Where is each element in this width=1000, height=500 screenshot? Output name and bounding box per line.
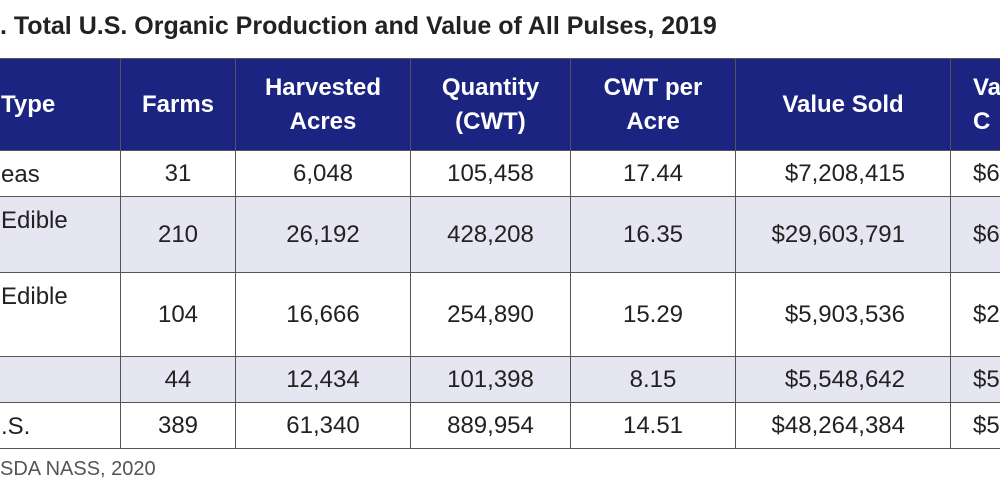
table-cell	[0, 356, 121, 403]
table-cell: 428,208	[410, 196, 571, 273]
header-line: Quantity	[441, 73, 540, 101]
table-cell: 26,192	[235, 196, 411, 273]
table-cell: 389	[120, 402, 236, 449]
header-line: (CWT)	[455, 107, 526, 135]
table-cell: 44	[120, 356, 236, 403]
table-row: .S. 389 61,340 889,954 14.51 $48,264,384 $5	[0, 402, 1000, 449]
table-cell: $48,264,384	[735, 402, 951, 449]
header-line: Acres	[289, 107, 357, 135]
table-cell: 101,398	[410, 356, 571, 403]
table-cell: $5,548,642	[735, 356, 951, 403]
title: . Total U.S. Organic Production and Valu…	[0, 12, 717, 40]
table-row: eas 31 6,048 105,458 17.44 $7,208,415 $6	[0, 150, 1000, 197]
table-cell: Edible	[0, 272, 121, 357]
table-cell: $5,903,536	[735, 272, 951, 357]
table-row: Edible 104 16,666 254,890 15.29 $5,903,536 $2	[0, 272, 1000, 357]
table-cell: 105,458	[410, 150, 571, 197]
table-cell: 17.44	[570, 150, 736, 197]
header-cell: Quantity (CWT)	[410, 58, 571, 151]
table-cell: 61,340	[235, 402, 411, 449]
table-cell: $5	[950, 356, 1000, 403]
source-note: SDA NASS, 2020	[0, 458, 156, 480]
header-cell: Harvested Acres	[235, 58, 411, 151]
header-row: e Type Farms Harvested Acres Quantity (CWT) CW…	[0, 58, 1000, 151]
header-cell: e Type	[0, 58, 121, 151]
table-cell: 8.15	[570, 356, 736, 403]
header-line: CWT per	[603, 73, 703, 101]
table-cell: $6	[950, 150, 1000, 197]
header-line: Value Sold	[782, 90, 904, 118]
table-cell: Edible	[0, 196, 121, 273]
table-cell: 889,954	[410, 402, 571, 449]
table-cell: eas	[0, 150, 121, 197]
header-line: e Type	[0, 90, 56, 118]
header-line: Acre	[626, 107, 680, 135]
data-table: e Type Farms Harvested Acres Quantity (CWT) CW…	[0, 58, 1000, 449]
table-row: Edible 210 26,192 428,208 16.35 $29,603,791 $6	[0, 196, 1000, 273]
table-cell: 16,666	[235, 272, 411, 357]
table-cell: .S.	[0, 402, 121, 449]
header-line: C	[973, 107, 991, 135]
table-cell: 16.35	[570, 196, 736, 273]
table-cell: $29,603,791	[735, 196, 951, 273]
table-cell: 15.29	[570, 272, 736, 357]
header-line: Farms	[141, 90, 215, 118]
table-cell: 104	[120, 272, 236, 357]
table-cell: $7,208,415	[735, 150, 951, 197]
header-line: Harvested	[264, 73, 382, 101]
table-cell: 210	[120, 196, 236, 273]
table-cell: $6	[950, 196, 1000, 273]
header-line: Valu	[973, 73, 1000, 101]
header-cell: Farms	[120, 58, 236, 151]
table-cell: 254,890	[410, 272, 571, 357]
header-cell: CWT per Acre	[570, 58, 736, 151]
table-row: 44 12,434 101,398 8.15 $5,548,642 $5	[0, 356, 1000, 403]
table-cell: 31	[120, 150, 236, 197]
header-cell: Value Sold	[735, 58, 951, 151]
table-cell: $2	[950, 272, 1000, 357]
header-cell: Valu C	[950, 58, 1000, 151]
table-cell: 6,048	[235, 150, 411, 197]
table-cell: $5	[950, 402, 1000, 449]
table-cell: 14.51	[570, 402, 736, 449]
table-cell: 12,434	[235, 356, 411, 403]
